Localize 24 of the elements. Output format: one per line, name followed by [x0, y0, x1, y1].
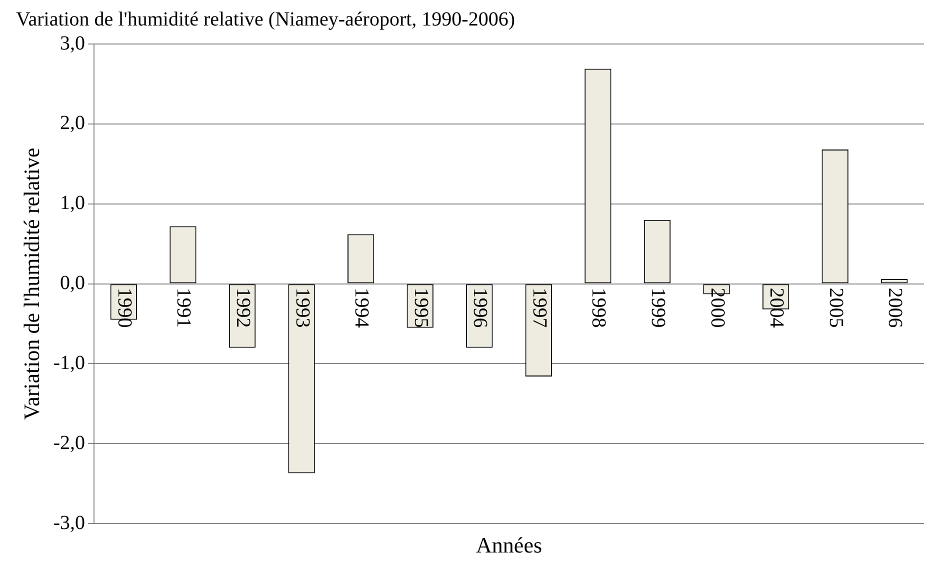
x-tick-label: 1994	[350, 288, 373, 328]
x-tick-label: 1997	[528, 288, 550, 328]
y-tick-label: 2,0	[60, 112, 86, 134]
y-tick-label: -2,0	[53, 432, 86, 454]
x-tick-label: 1995	[410, 288, 432, 328]
x-axis-title: Années	[476, 532, 542, 558]
y-tick-label: 0,0	[60, 272, 86, 294]
x-tick-label: 1998	[588, 288, 610, 328]
y-tick-label: -1,0	[53, 352, 86, 374]
x-tick-label: 1990	[113, 288, 136, 328]
x-tick-label: 2006	[884, 288, 906, 328]
x-tick-label: 1992	[232, 288, 254, 328]
x-tick-label: 1996	[469, 288, 492, 328]
y-tick-label: 3,0	[60, 32, 86, 54]
y-tick-label: -3,0	[53, 512, 86, 534]
y-axis-title: Variation de l'humidité relative	[18, 148, 44, 420]
x-tick-label: 1991	[172, 288, 195, 328]
x-tick-label: 2004	[766, 288, 788, 328]
x-tick-label: 2005	[824, 288, 847, 328]
x-tick-label: 1993	[291, 288, 314, 328]
chart-title: Variation de l'humidité relative (Niamey-aéroport, 1990-2006)	[16, 8, 515, 30]
x-tick-label: 1999	[646, 288, 669, 328]
y-tick-label: 1,0	[60, 192, 86, 214]
x-tick-label: 2000	[706, 288, 728, 328]
